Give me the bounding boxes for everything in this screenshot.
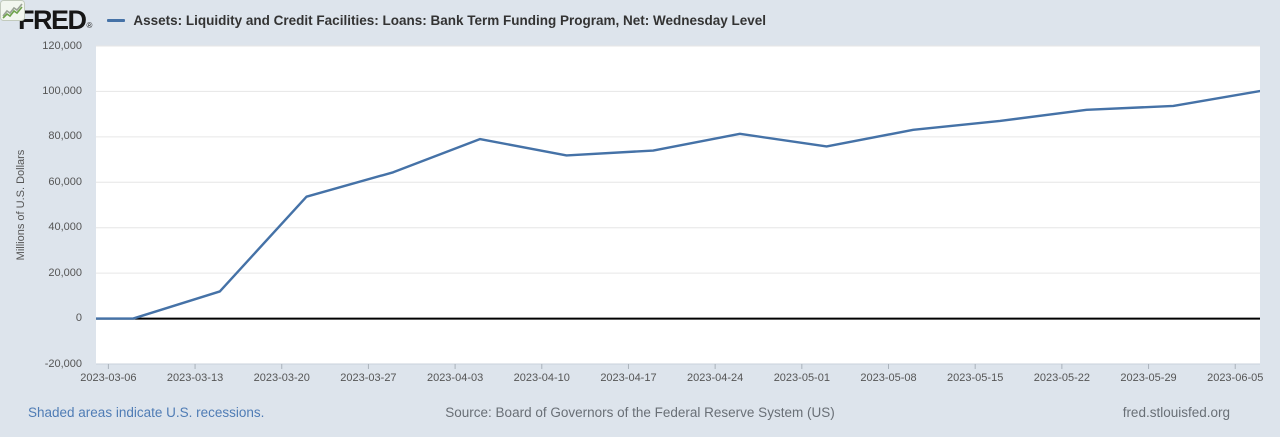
- series-legend-label: Assets: Liquidity and Credit Facilities:…: [133, 12, 767, 28]
- y-axis-tick-label: 40,000: [48, 221, 82, 234]
- x-axis-tick-label: 2023-03-06: [80, 372, 137, 384]
- x-axis-tick-label: 2023-04-03: [426, 372, 484, 384]
- data-line[interactable]: [46, 89, 1260, 320]
- x-axis-tick-label: 2023-05-29: [1120, 372, 1177, 384]
- source-text: Source: Board of Governors of the Federa…: [445, 405, 835, 420]
- fred-logo[interactable]: FRED ®: [0, 0, 95, 35]
- y-axis-tick-label: 120,000: [42, 39, 82, 52]
- y-axis-tick-label: 0: [75, 312, 82, 325]
- chart-header: FRED ® Assets: Liquidity and Credit Faci…: [0, 0, 1280, 40]
- x-axis-tick-label: 2023-05-22: [1033, 372, 1090, 384]
- y-axis-tick-label: 100,000: [42, 84, 82, 97]
- site-text: fred.stlouisfed.org: [1122, 405, 1230, 420]
- x-axis-tick-label: 2023-04-10: [513, 372, 570, 384]
- y-axis-tick-label: -20,000: [44, 357, 82, 370]
- x-axis-tick-label: 2023-04-24: [687, 372, 744, 384]
- y-axis-tick-label: 20,000: [48, 266, 82, 279]
- fred-logo-text: FRED: [18, 5, 87, 35]
- recessions-link[interactable]: Shaded areas indicate U.S. recessions.: [28, 405, 265, 420]
- x-axis-tick-label: 2023-04-17: [600, 372, 657, 384]
- x-axis-tick-label: 2023-05-15: [947, 372, 1004, 384]
- y-axis-tick-label: 60,000: [48, 175, 82, 188]
- x-axis-tick-label: 2023-03-20: [253, 372, 310, 384]
- x-axis-tick-label: 2023-03-27: [340, 372, 397, 384]
- plot-area[interactable]: [96, 46, 1260, 364]
- x-axis-tick-label: 2023-03-13: [166, 372, 224, 384]
- y-axis-tick-label: 80,000: [48, 130, 82, 143]
- registered-trademark-symbol: ®: [86, 21, 93, 30]
- x-axis-tick-label: 2023-05-01: [773, 372, 830, 384]
- x-axis-tick-label: 2023-05-08: [860, 372, 917, 384]
- series-legend-dash: [107, 18, 126, 22]
- x-axis-tick-label: 2023-06-05: [1207, 372, 1264, 384]
